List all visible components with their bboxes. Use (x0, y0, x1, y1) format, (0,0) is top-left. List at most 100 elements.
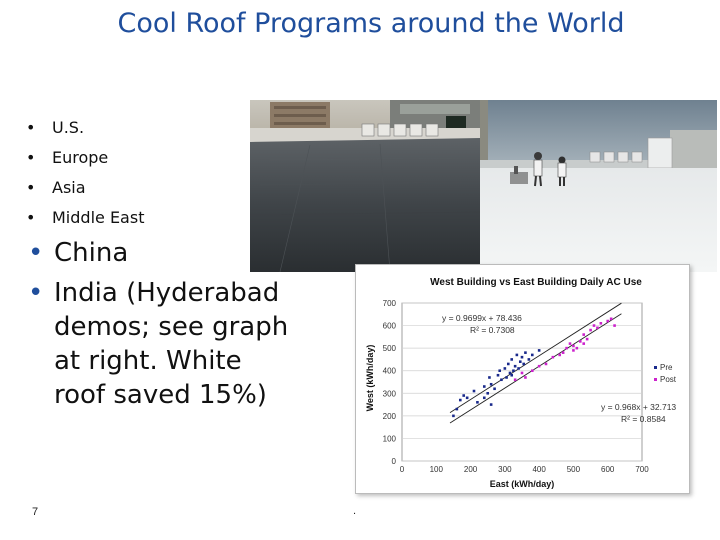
point-post (572, 344, 575, 348)
post-r2: R² = 0.8584 (621, 414, 666, 424)
trend-lines (449, 302, 622, 424)
y-tick-label: 0 (392, 457, 397, 466)
list-item-label: India (Hyderabad demos; see graph at rig… (54, 278, 289, 410)
y-tick-label: 600 (383, 322, 397, 331)
point-post (585, 337, 589, 341)
axis-ticks: 0 100 200 300 400 500 600 700 0 100 200 300 400 500 60… (383, 299, 650, 474)
point-post (599, 322, 603, 325)
point-pre (510, 373, 514, 377)
post-equation: y = 0.968x + 32.713 (601, 402, 676, 412)
y-tick-label: 700 (383, 299, 397, 308)
highlight-list: • China • India (Hyderabad demos; see grap… (28, 236, 298, 418)
list-item-label: Asia (52, 178, 86, 197)
trend-line-pre (449, 302, 622, 414)
point-post (537, 364, 541, 368)
point-pre (458, 398, 462, 402)
point-post (575, 346, 579, 350)
legend-swatch-post (654, 378, 657, 381)
point-post (565, 346, 568, 350)
point-pre (493, 387, 496, 391)
point-post (589, 328, 592, 332)
bullet-glyph: • (26, 208, 36, 227)
point-post (558, 353, 562, 357)
point-post (609, 317, 613, 321)
bullet-glyph: • (26, 118, 36, 137)
point-pre (520, 355, 524, 359)
x-tick-label: 600 (601, 465, 615, 474)
legend-label-post: Post (660, 375, 677, 384)
point-pre (517, 367, 520, 370)
point-pre (515, 353, 519, 357)
point-post (561, 351, 565, 354)
point-pre (508, 371, 512, 375)
point-pre (518, 360, 522, 363)
bullet-glyph: • (28, 238, 44, 268)
y-tick-label: 200 (383, 412, 397, 421)
point-pre (462, 394, 466, 397)
point-post (524, 376, 527, 379)
x-tick-label: 400 (532, 465, 546, 474)
x-tick-label: 300 (498, 465, 512, 474)
point-pre (472, 389, 476, 393)
point-post (613, 324, 616, 327)
point-post (572, 349, 575, 352)
point-post (582, 333, 586, 336)
y-tick-label: 500 (383, 344, 397, 353)
point-pre (452, 414, 455, 418)
point-post (544, 362, 548, 366)
point-post (568, 342, 572, 345)
list-item-label: U.S. (52, 118, 85, 137)
point-pre (510, 358, 514, 361)
point-pre (476, 401, 479, 404)
point-pre (465, 396, 469, 400)
point-post (596, 326, 599, 330)
bullet-glyph: • (28, 278, 44, 308)
point-pre (524, 351, 527, 354)
x-tick-label: 100 (430, 465, 444, 474)
list-item-china: • China (28, 236, 298, 270)
legend-label-pre: Pre (660, 363, 673, 372)
y-tick-label: 300 (383, 389, 397, 398)
point-pre (505, 376, 508, 379)
pre-equation: y = 0.9699x + 78.436 (442, 313, 522, 323)
point-pre (489, 403, 493, 406)
x-tick-label: 500 (567, 465, 581, 474)
list-item-label: Middle East (52, 208, 145, 227)
point-post (578, 340, 582, 343)
point-pre (527, 358, 531, 361)
point-pre (512, 369, 515, 373)
legend-swatch-pre (654, 366, 657, 369)
point-pre (522, 362, 526, 366)
x-tick-label: 700 (635, 465, 649, 474)
list-item-us: • U.S. (26, 113, 144, 143)
point-post (513, 378, 517, 382)
point-pre (489, 382, 493, 386)
point-pre (486, 391, 490, 395)
point-pre (506, 362, 510, 366)
point-pre (503, 367, 507, 370)
dark-roof-photo (250, 100, 480, 272)
white-roof-photo (480, 100, 717, 272)
list-item-india: • India (Hyderabad demos; see graph at ri… (28, 276, 298, 412)
point-pre (496, 373, 500, 377)
trend-line-post (449, 313, 622, 424)
point-pre (488, 376, 491, 379)
x-axis-label: East (kWh/day) (490, 479, 555, 489)
pre-r2: R² = 0.7308 (470, 325, 515, 335)
list-item-middle-east: • Middle East (26, 203, 144, 233)
point-post (606, 319, 610, 323)
chart-legend: Pre Post (654, 363, 677, 384)
point-pre (500, 378, 503, 382)
point-post (582, 342, 586, 345)
page-number: 7 (32, 506, 39, 518)
y-axis-label: West (kWh/day) (365, 345, 375, 412)
point-post (530, 369, 534, 373)
point-post (592, 324, 596, 327)
bullet-glyph: • (26, 148, 36, 167)
point-pre (498, 369, 502, 373)
footer-mark: . (353, 505, 357, 517)
list-item-europe: • Europe (26, 143, 144, 173)
point-pre (455, 407, 459, 411)
list-item-label: China (54, 238, 129, 268)
point-pre (482, 385, 486, 388)
